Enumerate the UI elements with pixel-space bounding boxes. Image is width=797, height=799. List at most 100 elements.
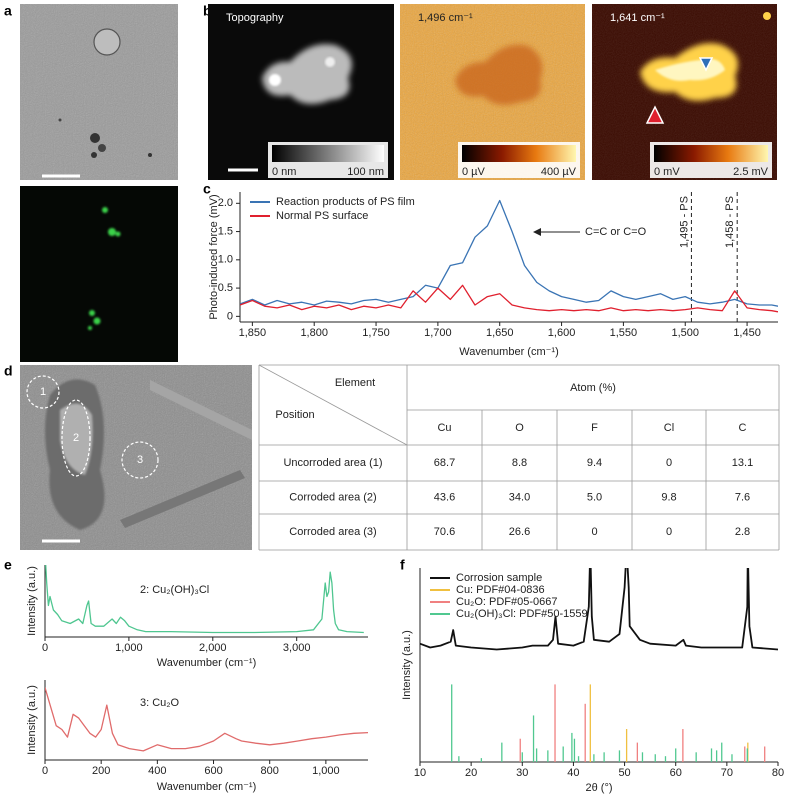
map-label: Topography [226, 12, 284, 24]
annotation-arrowhead [533, 228, 541, 236]
x-tick-label: 1,000 [115, 642, 143, 654]
table-group-header: Atom (%) [570, 382, 616, 394]
table-cell: 5.0 [587, 491, 602, 503]
table-column-header: O [515, 422, 524, 434]
colorbar-min: 0 nm [272, 166, 296, 178]
colorbar-min: 0 µV [462, 166, 486, 178]
table-corner: Position [275, 409, 314, 421]
x-tick-label: 80 [772, 767, 784, 779]
table-column-header: Cu [437, 422, 451, 434]
sem-image: 1 2 3 [20, 365, 252, 550]
y-tick-label: 0.5 [218, 282, 233, 294]
composition-table: Element Position Atom (%) Cu O F Cl C Uncorroded… [258, 364, 780, 551]
series-line [45, 687, 368, 752]
x-tick-label: 10 [414, 767, 426, 779]
y-tick-label: 1.5 [218, 225, 233, 237]
y-axis-label: Intensity (a.u.) [26, 566, 38, 636]
x-axis-label: Wavenumber (cm⁻¹) [459, 346, 559, 358]
legend-label: Cu₂O: PDF#05-0667 [456, 596, 558, 608]
x-tick-label: 30 [516, 767, 528, 779]
colorbar-max: 2.5 mV [733, 166, 769, 178]
x-tick-label: 3,000 [283, 642, 311, 654]
y-tick-label: 0 [227, 310, 233, 322]
table-cell: 70.6 [434, 526, 455, 538]
legend-label: Cu: PDF#04-0836 [456, 584, 545, 596]
table-cell: Corroded area (3) [289, 526, 376, 538]
table-cell: 26.6 [509, 526, 530, 538]
panel-label: d [4, 363, 13, 379]
x-tick-label: 1,850 [239, 327, 267, 339]
table-cell: 9.4 [587, 457, 602, 469]
table-cell: 7.6 [735, 491, 750, 503]
x-tick-label: 0 [42, 642, 48, 654]
panel-label: f [400, 557, 405, 573]
panel-label: c [203, 181, 211, 197]
table-cell: 34.0 [509, 491, 530, 503]
optical-image [20, 4, 178, 180]
x-tick-label: 400 [148, 765, 166, 777]
annotation: 3: Cu₂O [140, 697, 180, 709]
ir-map-1641: 0 mV 2.5 mV 1,641 cm⁻¹ [592, 4, 777, 180]
ir-map-1496: 0 µV 400 µV 1,496 cm⁻¹ [400, 4, 585, 180]
x-tick-label: 2,000 [199, 642, 227, 654]
fluorescence-image [20, 186, 178, 362]
x-tick-label: 20 [465, 767, 477, 779]
reference-label: 1,458 - PS [724, 196, 736, 248]
table-cell: 0 [666, 526, 672, 538]
table-cell: 2.8 [735, 526, 750, 538]
series-line [240, 199, 778, 307]
table-cell: 43.6 [434, 491, 455, 503]
x-tick-label: 1,750 [362, 327, 390, 339]
table-cell: 68.7 [434, 457, 455, 469]
x-tick-label: 600 [204, 765, 222, 777]
x-tick-label: 1,000 [312, 765, 340, 777]
table-cell: 0 [666, 457, 672, 469]
x-tick-label: 1,800 [300, 327, 328, 339]
x-tick-label: 60 [670, 767, 682, 779]
table-cell: 0 [591, 526, 597, 538]
map-label: 1,641 cm⁻¹ [610, 12, 665, 24]
table-cell: Corroded area (2) [289, 491, 376, 503]
plot-area [420, 568, 778, 762]
annotation: 2: Cu₂(OH)₃Cl [140, 584, 209, 596]
region-label: 3 [137, 454, 143, 466]
series-line [240, 284, 778, 313]
plot-area [45, 565, 364, 634]
y-axis-label: Intensity (a.u.) [26, 685, 38, 755]
colorbar-max: 400 µV [541, 166, 577, 178]
topography-map: 0 nm 100 nm Topography [208, 4, 394, 180]
colorbar-min: 0 mV [654, 166, 680, 178]
table-cell: 13.1 [732, 457, 753, 469]
table-column-header: Cl [664, 422, 674, 434]
table-column-header: C [739, 422, 747, 434]
colorbar-max: 100 nm [347, 166, 384, 178]
y-tick-label: 2.0 [218, 197, 233, 209]
x-axis-label: Wavenumber (cm⁻¹) [157, 657, 257, 669]
y-axis-label: Intensity (a.u.) [401, 630, 413, 700]
x-tick-label: 70 [721, 767, 733, 779]
region-label: 2 [73, 432, 79, 444]
x-tick-label: 50 [618, 767, 630, 779]
panel-label: a [4, 3, 12, 19]
table-rule [258, 364, 408, 446]
y-tick-label: 1.0 [218, 254, 233, 266]
panel-label: b [203, 3, 212, 19]
x-tick-label: 1,500 [671, 327, 699, 339]
x-axis-label: Wavenumber (cm⁻¹) [157, 781, 257, 793]
map-label: 1,496 cm⁻¹ [418, 12, 473, 24]
legend-label: Reaction products of PS film [276, 196, 415, 208]
series-line [420, 568, 778, 651]
legend-label: Cu₂(OH)₃Cl: PDF#50-1559 [456, 608, 588, 620]
legend-label: Normal PS surface [276, 210, 368, 222]
panel-label: e [4, 557, 12, 573]
table-column-header: F [591, 422, 598, 434]
y-axis-label: Photo-induced force (mV) [208, 194, 220, 319]
table-cell: 8.8 [512, 457, 527, 469]
region-label: 1 [40, 386, 46, 398]
x-tick-label: 1,550 [610, 327, 638, 339]
x-tick-label: 40 [567, 767, 579, 779]
reference-label: 1,495 - PS [678, 196, 690, 248]
x-tick-label: 1,600 [548, 327, 576, 339]
x-tick-label: 0 [42, 765, 48, 777]
